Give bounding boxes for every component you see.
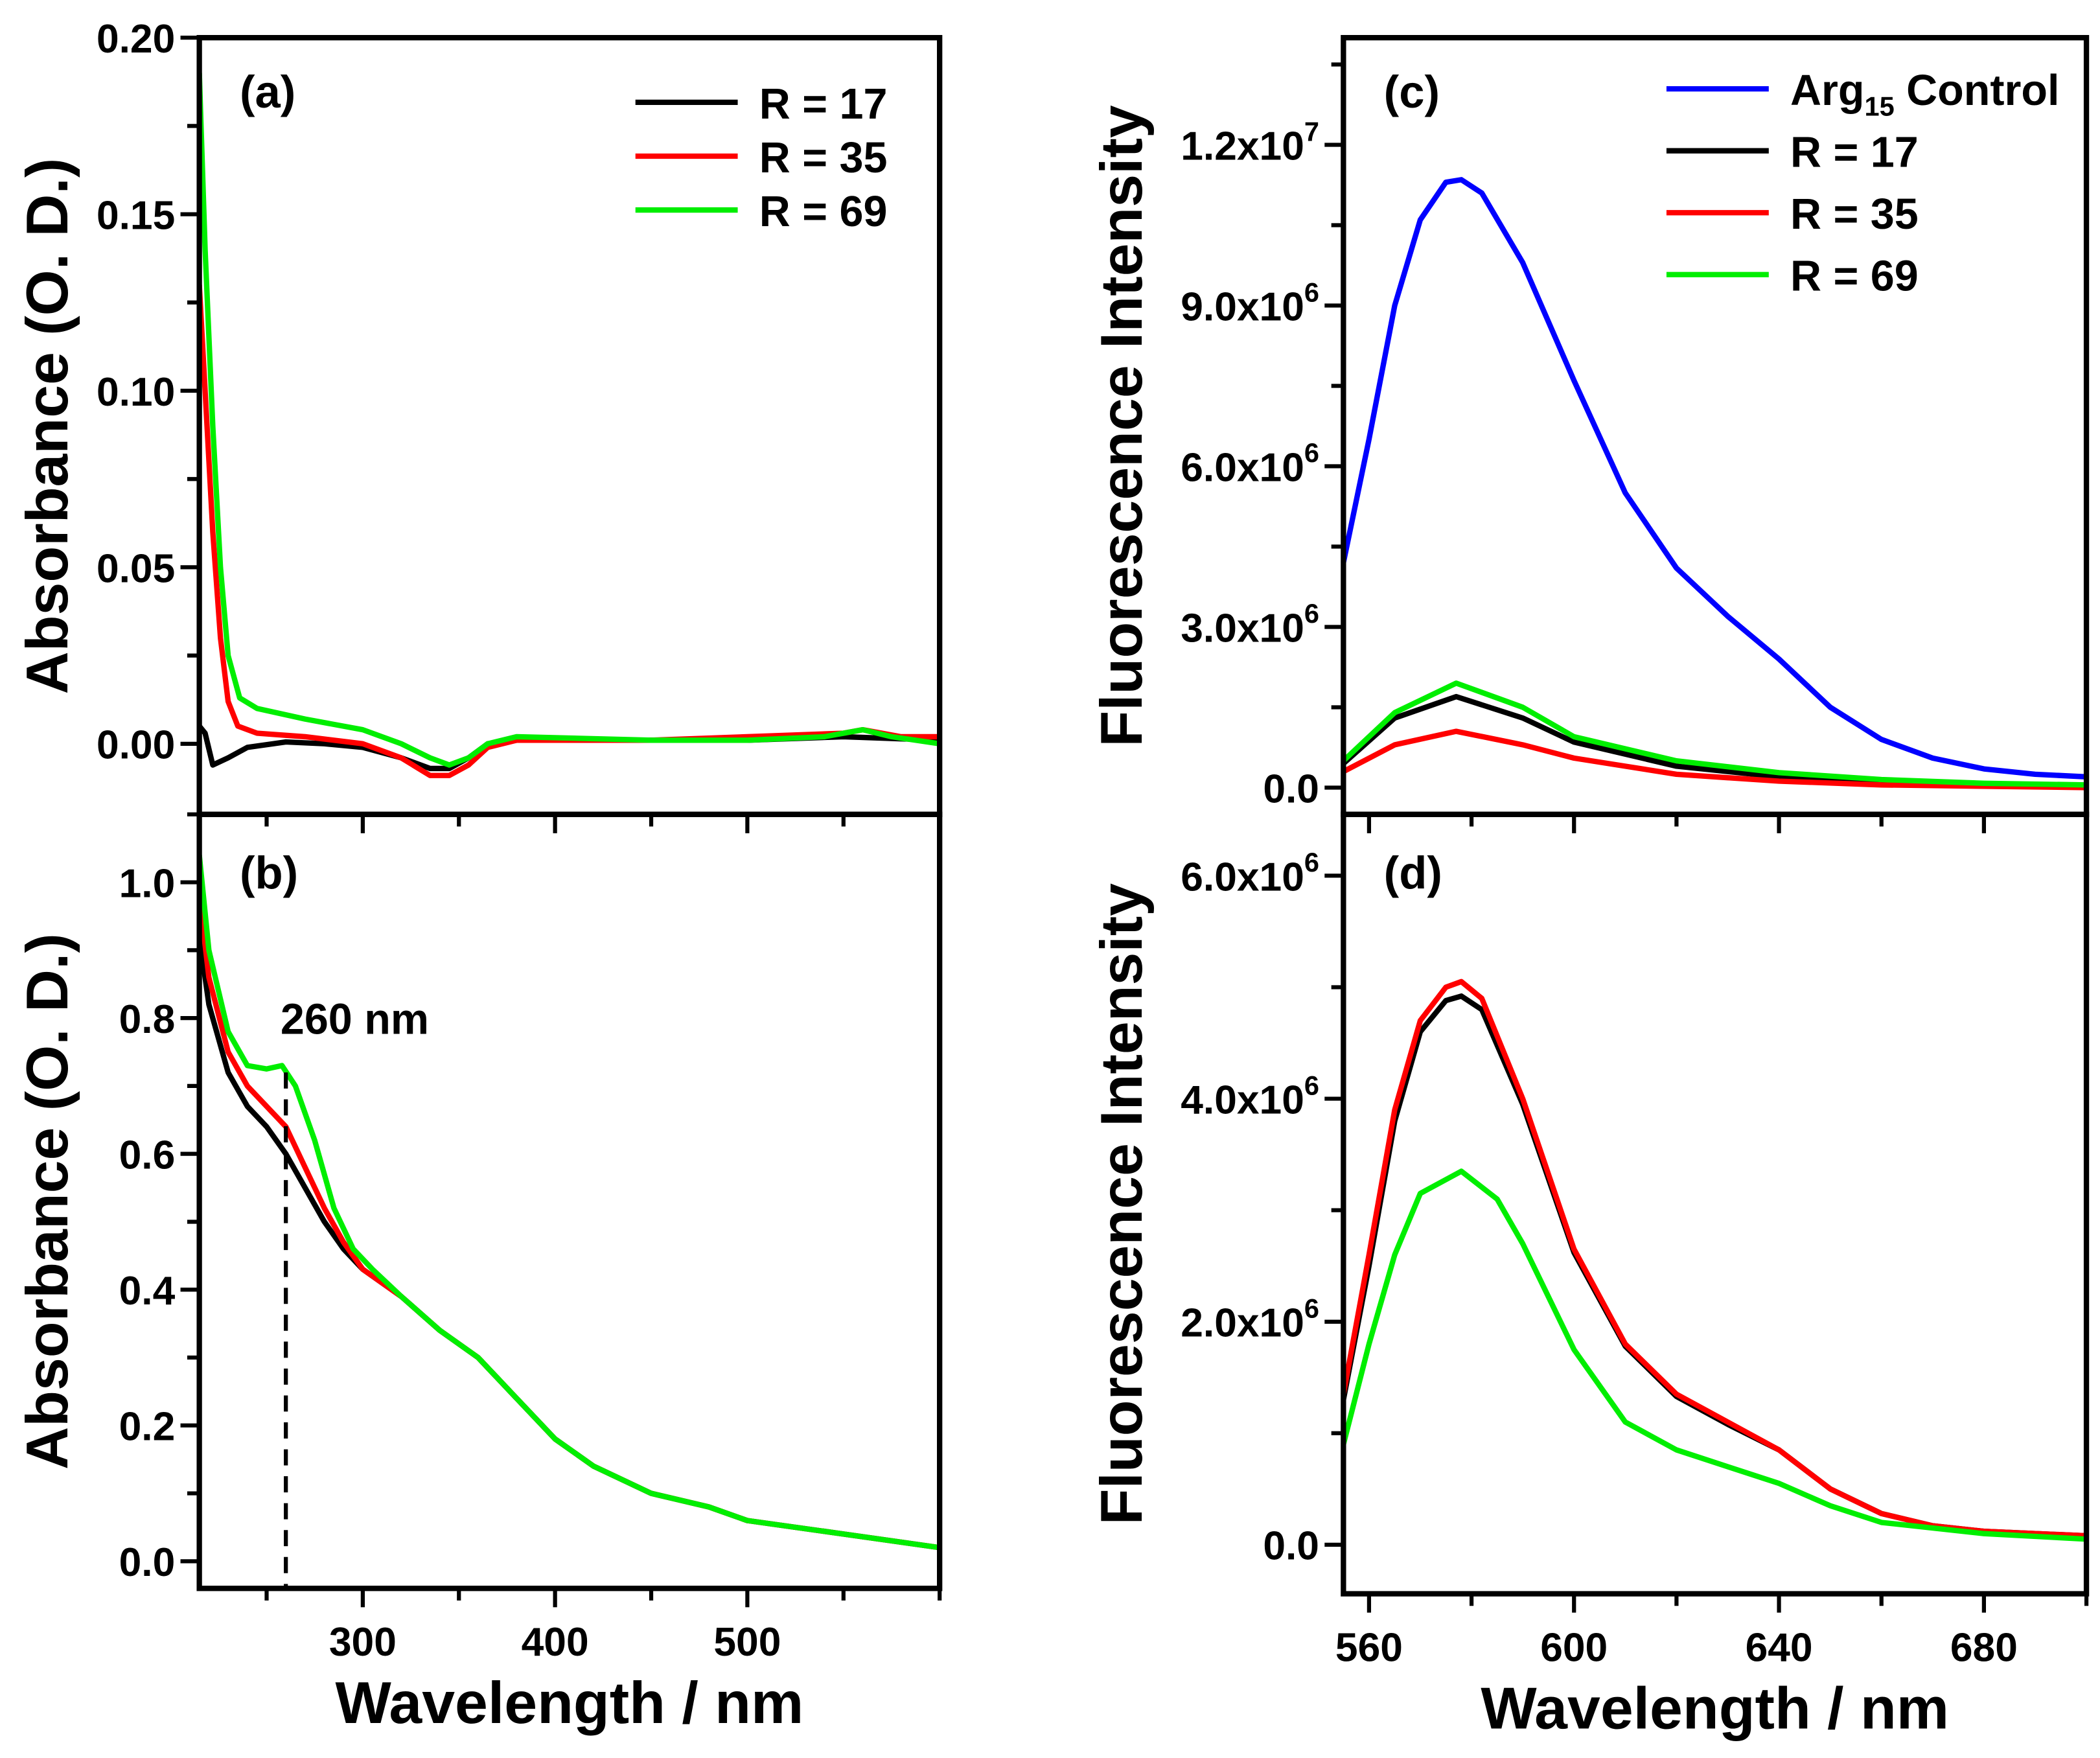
series-line: [1342, 728, 2087, 791]
y-tick-label: 0.0: [1263, 1524, 1319, 1569]
legend-name: R = 35: [759, 134, 888, 182]
y-axis-label: Absorbance (O. D.): [14, 158, 80, 695]
series-line: [1341, 1168, 2087, 1542]
x-tick-label: 500: [713, 1620, 781, 1665]
legend-name: R = 69: [759, 188, 888, 236]
y-tick-label: 0.4: [119, 1269, 176, 1313]
legend-subscript: 15: [1865, 91, 1895, 122]
series-line: [1341, 680, 2087, 788]
legend-name-rest: Control: [1895, 67, 2060, 115]
annotation-label: 260 nm: [281, 995, 429, 1043]
x-tick-label: 680: [1950, 1625, 2018, 1670]
y-tick-label: 0.20: [97, 17, 175, 62]
series-line: [1341, 978, 2087, 1539]
legend-name: R = 17: [759, 80, 888, 128]
x-tick-label: 300: [329, 1620, 397, 1665]
y-tick-mantissa: 1.2x10: [1181, 124, 1304, 168]
x-tick-label: 640: [1746, 1625, 1813, 1670]
legend-label: R = 35: [1790, 191, 1919, 238]
series-line: [196, 73, 940, 768]
y-tick-label: 9.0x106: [1181, 277, 1319, 329]
legend-name: R = 69: [1790, 253, 1919, 301]
panel-a: 0.00 0.05 0.10 0.15 0.20 Absorbance (O. D.) (a…: [14, 17, 943, 833]
legend-label: R = 17: [1790, 129, 1919, 177]
panel-label: (a): [240, 66, 295, 117]
legend-name: Arg: [1790, 67, 1864, 115]
y-tick-label: 1.0: [119, 861, 176, 906]
y-tick-label: 3.0x106: [1181, 598, 1319, 651]
y-tick-mantissa: 0.0: [1263, 1524, 1319, 1569]
legend-label: Arg15 Control: [1790, 67, 2059, 122]
y-tick-exponent: 6: [1304, 598, 1319, 629]
panel-c: 0.03.0x1066.0x1069.0x1061.2x107Fluoresce…: [1089, 35, 2090, 833]
panel-label: (d): [1384, 847, 1442, 898]
y-axis-label: Fluorescence Intensity: [1089, 883, 1155, 1525]
plot-frame: [1341, 811, 2090, 1597]
y-tick-label: 0.10: [97, 370, 175, 415]
y-tick-label: 0.00: [97, 723, 175, 768]
y-tick-label: 0.05: [97, 546, 175, 591]
y-tick-mantissa: 6.0x10: [1181, 445, 1304, 490]
y-tick-exponent: 6: [1304, 847, 1319, 877]
y-tick-label: 0.0: [1263, 767, 1319, 811]
legend-name: R = 35: [1790, 191, 1919, 238]
y-axis-label: Fluorescence Intensity: [1089, 105, 1155, 747]
y-tick-mantissa: 0.0: [1263, 767, 1319, 811]
y-axis-label: Absorbance (O. D.): [14, 933, 80, 1470]
panel-b: 0.0 0.2 0.4 0.6 0.8 1.0 300 400 500 Wavelength / …: [14, 811, 943, 1736]
x-axis-label: Wavelength / nm: [336, 1670, 804, 1736]
y-tick-label: 0.0: [119, 1540, 176, 1585]
y-tick-label: 6.0x106: [1181, 847, 1319, 899]
plot-frame: [196, 811, 943, 1591]
y-tick-label: 0.2: [119, 1405, 176, 1450]
y-tick-mantissa: 9.0x10: [1181, 284, 1304, 329]
legend-label: R = 69: [759, 188, 888, 236]
x-axis-label: Wavelength / nm: [1481, 1675, 1949, 1741]
legend-label: R = 17: [759, 80, 888, 128]
x-tick-label: 560: [1335, 1625, 1403, 1670]
series-line: [1341, 993, 2087, 1539]
legend-label: R = 35: [759, 134, 888, 182]
y-tick-exponent: 6: [1304, 1070, 1319, 1100]
y-tick-mantissa: 3.0x10: [1181, 606, 1304, 651]
x-tick-label: 600: [1540, 1625, 1608, 1670]
y-tick-label: 0.8: [119, 997, 176, 1042]
y-tick-exponent: 6: [1304, 437, 1319, 468]
y-tick-mantissa: 4.0x10: [1181, 1078, 1304, 1122]
panel-label: (c): [1384, 66, 1440, 117]
y-tick-label: 1.2x107: [1181, 116, 1319, 168]
y-tick-label: 0.6: [119, 1133, 176, 1178]
y-tick-exponent: 6: [1304, 277, 1319, 307]
y-tick-label: 0.15: [97, 193, 175, 238]
y-tick-mantissa: 2.0x10: [1181, 1301, 1304, 1346]
panel-label: (b): [240, 847, 298, 898]
series-line: [196, 284, 940, 778]
legend-label: R = 69: [1790, 253, 1919, 301]
series-line: [1341, 693, 2087, 789]
y-tick-mantissa: 6.0x10: [1181, 855, 1304, 899]
series-line: [196, 855, 940, 1551]
y-tick-label: 6.0x106: [1181, 437, 1319, 490]
y-tick-exponent: 6: [1304, 1293, 1319, 1323]
series-line: [1341, 177, 2087, 780]
x-tick-label: 400: [522, 1620, 589, 1665]
legend-name: R = 17: [1790, 129, 1919, 177]
y-tick-exponent: 7: [1304, 116, 1319, 146]
y-tick-label: 4.0x106: [1181, 1070, 1319, 1122]
y-tick-label: 2.0x106: [1181, 1293, 1319, 1345]
